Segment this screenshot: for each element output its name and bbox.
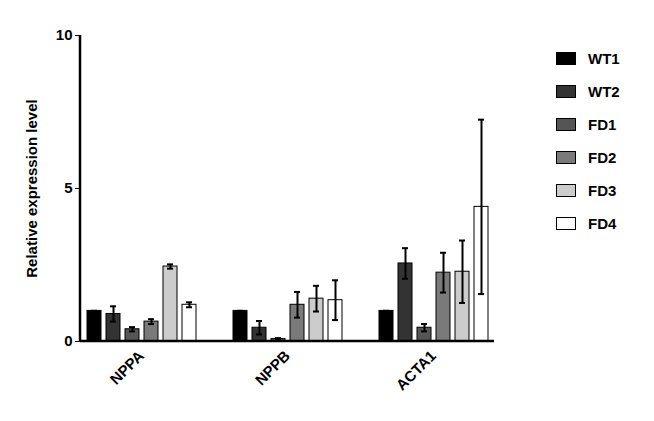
svg-text:ACTA1: ACTA1 <box>392 347 439 394</box>
svg-text:10: 10 <box>56 26 73 43</box>
html-text:WT2: WT2 <box>588 83 620 100</box>
html-text:FD4: FD4 <box>588 215 617 232</box>
svg-text:NPPA: NPPA <box>106 347 147 388</box>
html-text:FD2: FD2 <box>588 149 617 166</box>
svg-text:5: 5 <box>64 179 72 196</box>
html-text:WT1: WT1 <box>588 50 620 67</box>
svg-text:NPPB: NPPB <box>252 347 294 389</box>
svg-text:0: 0 <box>64 332 72 349</box>
html-text:FD3: FD3 <box>588 182 617 199</box>
html-text:FD1: FD1 <box>588 116 617 133</box>
svg-text:Relative expression level: Relative expression level <box>23 99 40 277</box>
